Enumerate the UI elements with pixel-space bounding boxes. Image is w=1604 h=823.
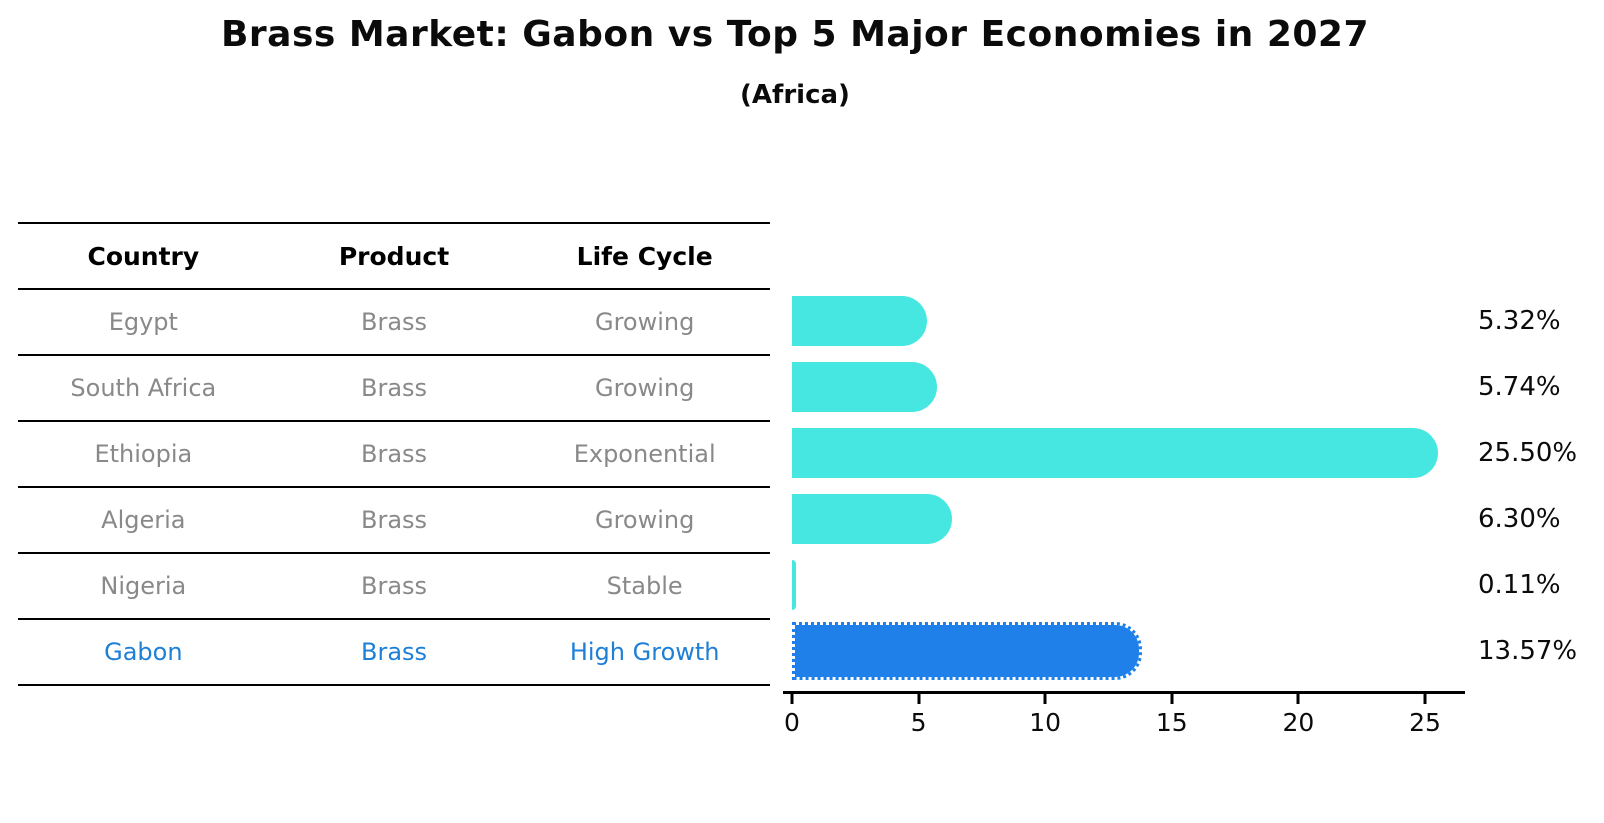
cell-country: Gabon: [104, 638, 183, 666]
x-tick: [1296, 694, 1300, 704]
x-tick-label: 10: [1029, 708, 1062, 737]
table-row: South Africa Brass Growing: [18, 354, 770, 420]
bar-row: [792, 552, 1438, 618]
bar: [792, 296, 927, 346]
table-row: Gabon Brass High Growth: [18, 618, 770, 684]
column-header-life-cycle: Life Cycle: [576, 241, 713, 271]
table-row: Ethiopia Brass Exponential: [18, 420, 770, 486]
cell-product: Brass: [360, 506, 428, 534]
value-label: 25.50%: [1478, 438, 1578, 468]
bar-plot-area: [792, 288, 1438, 684]
x-tick-label: 5: [910, 708, 927, 737]
x-tick: [1170, 694, 1174, 704]
x-tick: [1423, 694, 1427, 704]
cell-country: Nigeria: [100, 572, 187, 600]
chart-subtitle: (Africa): [740, 80, 850, 110]
bar: [792, 622, 1142, 680]
bar-row: [792, 354, 1438, 420]
cell-life-cycle: Growing: [594, 374, 695, 402]
bar: [792, 428, 1438, 478]
bar: [792, 362, 938, 412]
bar-row: [792, 618, 1438, 684]
cell-product: Brass: [360, 374, 428, 402]
bar: [792, 494, 952, 544]
table-row: Nigeria Brass Stable: [18, 552, 770, 618]
cell-product: Brass: [360, 572, 428, 600]
x-tick-label: 25: [1409, 708, 1441, 737]
cell-life-cycle: High Growth: [569, 638, 720, 666]
bar-row: [792, 288, 1438, 354]
bar: [792, 560, 796, 610]
x-axis-line: [783, 691, 1465, 694]
table-header-row: Country Product Life Cycle: [18, 222, 770, 288]
x-tick: [1043, 694, 1047, 704]
bar-row: [792, 486, 1438, 552]
cell-country: South Africa: [70, 374, 217, 402]
value-label: 5.32%: [1478, 306, 1561, 336]
value-label: 0.11%: [1478, 570, 1561, 600]
column-header-product: Product: [338, 241, 450, 271]
cell-product: Brass: [360, 638, 428, 666]
cell-country: Egypt: [108, 308, 178, 336]
table-row: Algeria Brass Growing: [18, 486, 770, 552]
x-tick: [917, 694, 921, 704]
bar-row: [792, 420, 1438, 486]
cell-product: Brass: [360, 440, 428, 468]
value-label: 5.74%: [1478, 372, 1561, 402]
cell-country: Ethiopia: [94, 440, 193, 468]
cell-life-cycle: Exponential: [573, 440, 716, 468]
x-tick: [790, 694, 794, 704]
column-header-country: Country: [87, 241, 200, 271]
cell-country: Algeria: [101, 506, 186, 534]
table-row: Egypt Brass Growing: [18, 288, 770, 354]
x-tick-label: 20: [1282, 708, 1315, 737]
value-label: 6.30%: [1478, 504, 1561, 534]
value-label: 13.57%: [1478, 636, 1578, 666]
cell-product: Brass: [360, 308, 428, 336]
cell-life-cycle: Growing: [594, 308, 695, 336]
cell-life-cycle: Stable: [606, 572, 683, 600]
chart-title: Brass Market: Gabon vs Top 5 Major Econo…: [220, 14, 1370, 55]
cell-life-cycle: Growing: [594, 506, 695, 534]
value-label-column: 5.32% 5.74% 25.50% 6.30% 0.11% 13.57%: [1478, 288, 1577, 684]
data-table: Country Product Life Cycle Egypt Brass G…: [18, 222, 770, 686]
x-tick-label: 15: [1155, 708, 1188, 737]
x-tick-label: 0: [784, 708, 800, 737]
